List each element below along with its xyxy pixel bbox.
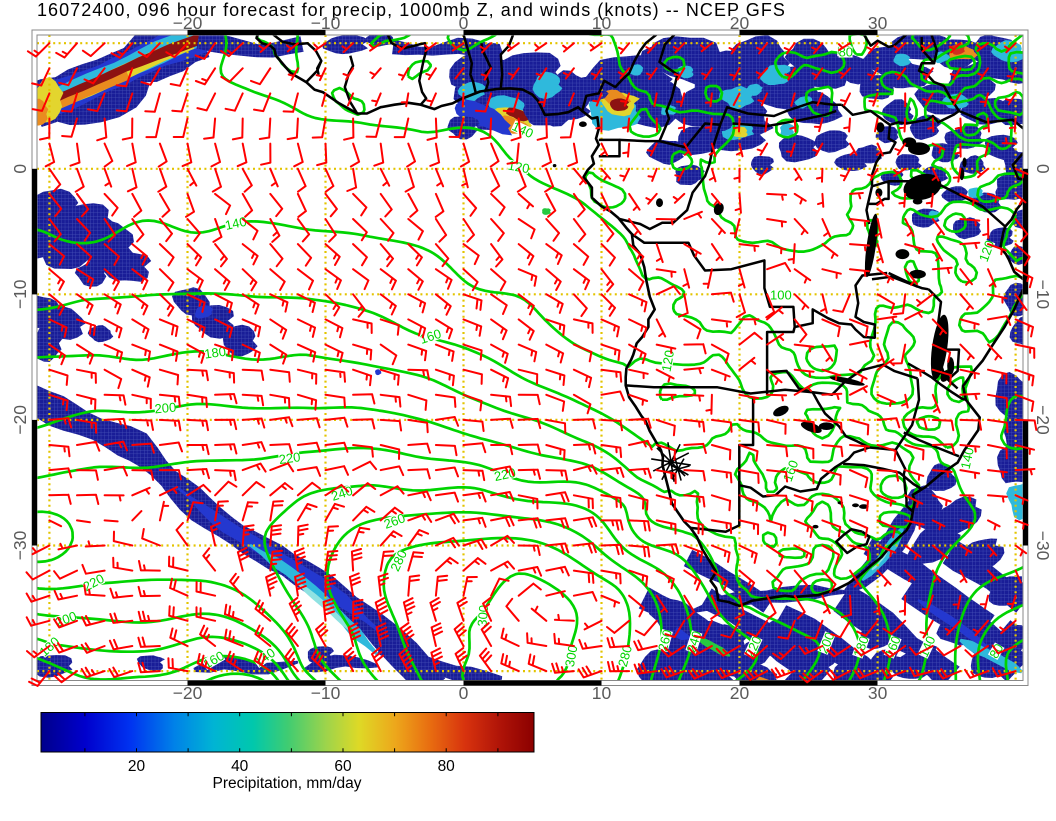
svg-text:220: 220 (278, 449, 302, 467)
svg-text:−10: −10 (10, 279, 30, 309)
svg-text:−30: −30 (10, 530, 30, 560)
svg-text:0: 0 (10, 164, 30, 174)
svg-text:10: 10 (592, 683, 612, 703)
svg-text:200: 200 (53, 608, 79, 630)
svg-text:−20: −20 (1033, 405, 1053, 435)
svg-text:160: 160 (780, 458, 802, 484)
svg-text:260: 260 (655, 628, 675, 653)
svg-text:30: 30 (868, 13, 888, 33)
svg-text:60: 60 (334, 758, 352, 775)
svg-text:−20: −20 (173, 683, 203, 703)
svg-text:0: 0 (459, 683, 469, 703)
svg-text:Precipitation, mm/day: Precipitation, mm/day (212, 775, 361, 792)
svg-text:−30: −30 (1033, 531, 1053, 561)
svg-text:−10: −10 (311, 13, 341, 33)
svg-text:280: 280 (615, 644, 635, 669)
svg-text:20: 20 (128, 758, 146, 775)
svg-text:100: 100 (770, 288, 792, 303)
svg-text:30: 30 (868, 683, 888, 703)
svg-text:260: 260 (382, 510, 408, 532)
svg-text:80: 80 (438, 758, 456, 775)
svg-text:40: 40 (231, 758, 249, 775)
svg-text:0: 0 (459, 13, 469, 33)
svg-text:−10: −10 (1033, 279, 1053, 309)
svg-text:−10: −10 (311, 683, 341, 703)
svg-text:−20: −20 (10, 405, 30, 435)
svg-text:20: 20 (730, 13, 750, 33)
svg-text:20: 20 (730, 683, 750, 703)
svg-text:−20: −20 (173, 13, 203, 33)
svg-text:10: 10 (592, 13, 612, 33)
svg-text:180: 180 (203, 344, 227, 362)
svg-text:0: 0 (1033, 164, 1053, 174)
svg-text:16072400, 096 hour forecast fo: 16072400, 096 hour forecast for precip, … (37, 0, 786, 20)
svg-text:200: 200 (154, 400, 177, 417)
svg-text:300: 300 (562, 644, 581, 668)
svg-text:120: 120 (659, 349, 678, 373)
